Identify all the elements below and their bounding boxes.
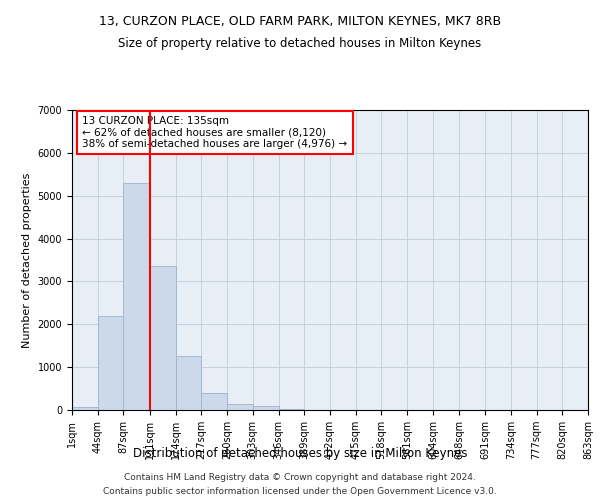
Bar (98, 316, 124, 410)
Bar (72, 406, 98, 410)
Text: 13 CURZON PLACE: 135sqm
← 62% of detached houses are smaller (8,120)
38% of semi: 13 CURZON PLACE: 135sqm ← 62% of detache… (82, 116, 347, 149)
Bar (227, 404, 253, 410)
Text: Contains HM Land Registry data © Crown copyright and database right 2024.: Contains HM Land Registry data © Crown c… (124, 472, 476, 482)
Bar (278, 408, 304, 410)
Bar (201, 393, 227, 410)
Bar (176, 356, 201, 410)
Bar (124, 183, 150, 410)
Y-axis label: Number of detached properties: Number of detached properties (22, 172, 32, 348)
Text: Contains public sector information licensed under the Open Government Licence v3: Contains public sector information licen… (103, 488, 497, 496)
Bar (150, 266, 176, 410)
Text: Distribution of detached houses by size in Milton Keynes: Distribution of detached houses by size … (133, 448, 467, 460)
Bar (253, 406, 278, 410)
Text: 13, CURZON PLACE, OLD FARM PARK, MILTON KEYNES, MK7 8RB: 13, CURZON PLACE, OLD FARM PARK, MILTON … (99, 15, 501, 28)
Text: Size of property relative to detached houses in Milton Keynes: Size of property relative to detached ho… (118, 38, 482, 51)
